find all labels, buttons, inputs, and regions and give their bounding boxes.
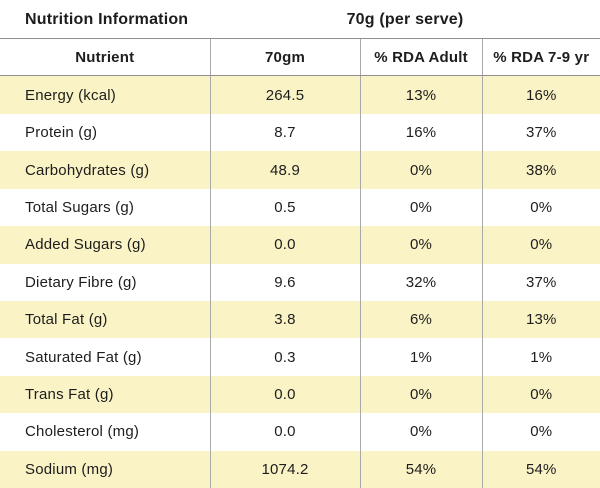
rda-7-9yr-cell: 0% (481, 375, 600, 414)
table-row: Sodium (mg) 1074.2 54% 54% (0, 450, 600, 488)
rda-adult-cell: 0% (359, 151, 482, 189)
table-row: Cholesterol (mg) 0.0 0% 0% (0, 413, 600, 451)
nutrient-cell: Total Fat (g) (0, 300, 210, 339)
amount-cell: 8.7 (209, 114, 360, 152)
table-row: Added Sugars (g) 0.0 0% 0% (0, 226, 600, 264)
rda-adult-cell: 54% (359, 450, 482, 488)
table-row: Trans Fat (g) 0.0 0% 0% (0, 375, 600, 414)
rda-7-9yr-cell: 37% (481, 263, 600, 301)
column-header-rda-adult: % RDA Adult (359, 38, 482, 76)
table-row: Total Fat (g) 3.8 6% 13% (0, 300, 600, 339)
nutrition-data-table: Nutrient 70gm % RDA Adult % RDA 7-9 yr E… (0, 38, 600, 488)
amount-cell: 9.6 (209, 263, 360, 301)
amount-cell: 0.0 (209, 375, 360, 414)
table-row: Total Sugars (g) 0.5 0% 0% (0, 188, 600, 227)
rda-7-9yr-cell: 0% (481, 188, 600, 227)
rda-adult-cell: 0% (359, 188, 482, 227)
table-row: Carbohydrates (g) 48.9 0% 38% (0, 151, 600, 189)
nutrient-cell: Trans Fat (g) (0, 375, 210, 414)
amount-cell: 0.3 (209, 338, 360, 376)
rda-adult-cell: 0% (359, 375, 482, 414)
rda-7-9yr-cell: 16% (481, 75, 600, 114)
nutrient-cell: Cholesterol (mg) (0, 413, 210, 451)
rda-adult-cell: 16% (359, 114, 482, 152)
rda-7-9yr-cell: 38% (481, 151, 600, 189)
rda-adult-cell: 6% (359, 300, 482, 339)
nutrient-cell: Dietary Fibre (g) (0, 263, 210, 301)
rda-7-9yr-cell: 54% (481, 450, 600, 488)
rda-adult-cell: 0% (359, 226, 482, 264)
rda-7-9yr-cell: 1% (481, 338, 600, 376)
amount-cell: 0.5 (209, 188, 360, 227)
nutrient-cell: Total Sugars (g) (0, 188, 210, 227)
amount-cell: 0.0 (209, 226, 360, 264)
amount-cell: 264.5 (209, 75, 360, 114)
rda-adult-cell: 0% (359, 413, 482, 451)
rda-7-9yr-cell: 37% (481, 114, 600, 152)
column-header-amount: 70gm (209, 38, 360, 76)
nutrient-cell: Carbohydrates (g) (0, 151, 210, 189)
table-row: Protein (g) 8.7 16% 37% (0, 114, 600, 152)
nutrient-cell: Added Sugars (g) (0, 226, 210, 264)
amount-cell: 48.9 (209, 151, 360, 189)
rda-7-9yr-cell: 13% (481, 300, 600, 339)
rda-adult-cell: 1% (359, 338, 482, 376)
table-row: Saturated Fat (g) 0.3 1% 1% (0, 338, 600, 376)
table-title-row: Nutrition Information 70g (per serve) (0, 0, 600, 38)
column-header-rda-7-9yr: % RDA 7-9 yr (481, 38, 600, 76)
nutrient-cell: Saturated Fat (g) (0, 338, 210, 376)
amount-cell: 3.8 (209, 300, 360, 339)
rda-7-9yr-cell: 0% (481, 226, 600, 264)
amount-cell: 0.0 (209, 413, 360, 451)
column-header-nutrient: Nutrient (0, 38, 210, 76)
column-header-row: Nutrient 70gm % RDA Adult % RDA 7-9 yr (0, 38, 600, 76)
nutrient-cell: Energy (kcal) (0, 75, 210, 114)
table-row: Energy (kcal) 264.5 13% 16% (0, 75, 600, 114)
serving-size: 70g (per serve) (346, 11, 464, 28)
rda-adult-cell: 13% (359, 75, 482, 114)
nutrient-cell: Protein (g) (0, 114, 210, 152)
table-row: Dietary Fibre (g) 9.6 32% 37% (0, 263, 600, 301)
amount-cell: 1074.2 (209, 450, 360, 488)
rda-7-9yr-cell: 0% (481, 413, 600, 451)
table-title: Nutrition Information (25, 11, 189, 28)
nutrient-cell: Sodium (mg) (0, 450, 210, 488)
rda-adult-cell: 32% (359, 263, 482, 301)
